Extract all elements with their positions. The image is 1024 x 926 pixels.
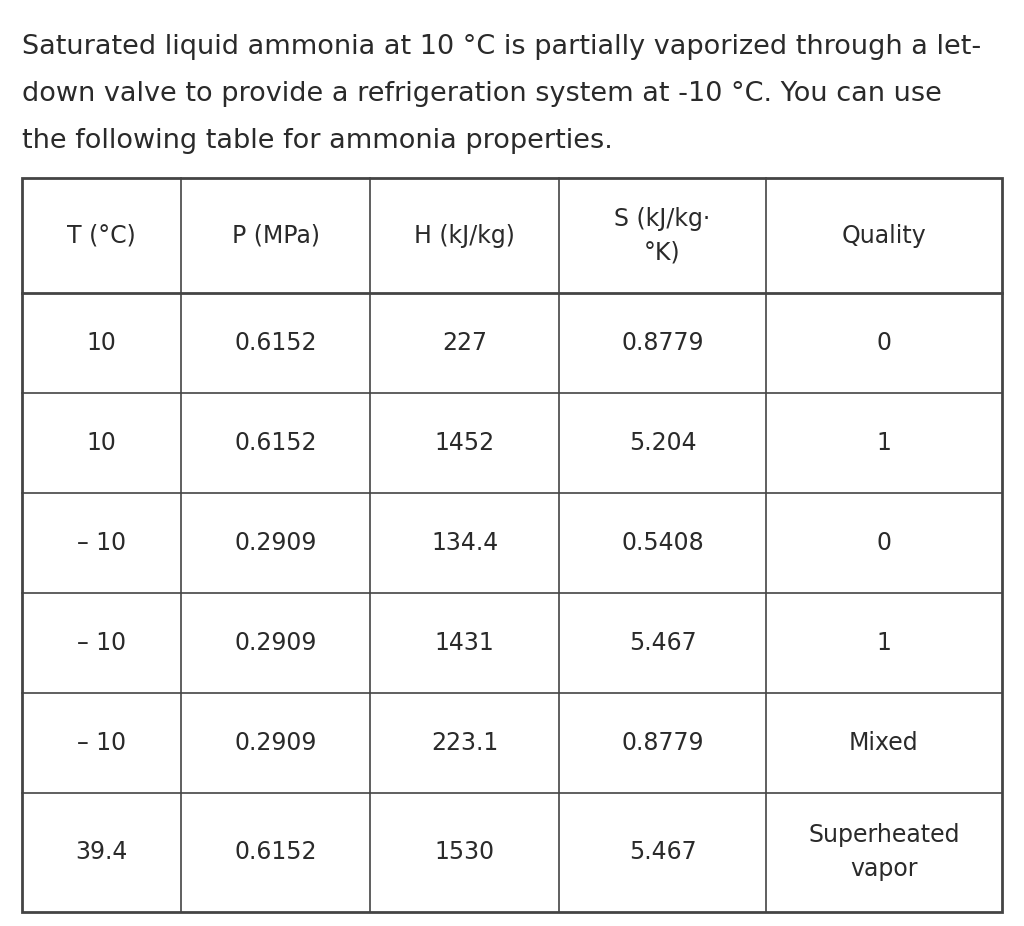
Text: 10: 10 — [87, 331, 117, 355]
Text: S (kJ/kg·
°K): S (kJ/kg· °K) — [614, 206, 711, 264]
Text: 1452: 1452 — [435, 431, 495, 455]
Text: 1431: 1431 — [435, 631, 495, 655]
Text: 0.2909: 0.2909 — [234, 531, 317, 555]
Text: 10: 10 — [87, 431, 117, 455]
Text: – 10: – 10 — [77, 631, 126, 655]
Text: 1: 1 — [877, 631, 891, 655]
Text: 0.8779: 0.8779 — [622, 731, 703, 755]
Text: 0: 0 — [877, 331, 892, 355]
Text: – 10: – 10 — [77, 531, 126, 555]
Text: 39.4: 39.4 — [76, 840, 128, 864]
Text: 0.6152: 0.6152 — [234, 840, 317, 864]
Bar — [22, 178, 1002, 912]
Text: 0.6152: 0.6152 — [234, 431, 317, 455]
Text: 1530: 1530 — [435, 840, 495, 864]
Text: 0.2909: 0.2909 — [234, 731, 317, 755]
Text: Superheated
vapor: Superheated vapor — [808, 823, 959, 881]
Text: Quality: Quality — [842, 223, 927, 247]
Text: H (kJ/kg): H (kJ/kg) — [415, 223, 515, 247]
Text: 1: 1 — [877, 431, 891, 455]
Text: 0: 0 — [877, 531, 892, 555]
Text: Saturated liquid ammonia at 10 °C is partially vaporized through a let-: Saturated liquid ammonia at 10 °C is par… — [22, 34, 981, 60]
Text: 0.6152: 0.6152 — [234, 331, 317, 355]
Text: – 10: – 10 — [77, 731, 126, 755]
Text: 5.467: 5.467 — [629, 840, 696, 864]
Text: Mixed: Mixed — [849, 731, 919, 755]
Text: 5.204: 5.204 — [629, 431, 696, 455]
Text: 223.1: 223.1 — [431, 731, 499, 755]
Text: 0.5408: 0.5408 — [622, 531, 703, 555]
Text: P (MPa): P (MPa) — [231, 223, 319, 247]
Text: 134.4: 134.4 — [431, 531, 499, 555]
Text: 0.2909: 0.2909 — [234, 631, 317, 655]
Text: the following table for ammonia properties.: the following table for ammonia properti… — [22, 128, 612, 154]
Text: 5.467: 5.467 — [629, 631, 696, 655]
Text: 0.8779: 0.8779 — [622, 331, 703, 355]
Text: 227: 227 — [442, 331, 487, 355]
Text: T (°C): T (°C) — [68, 223, 136, 247]
Text: down valve to provide a refrigeration system at -10 °C. You can use: down valve to provide a refrigeration sy… — [22, 81, 942, 107]
